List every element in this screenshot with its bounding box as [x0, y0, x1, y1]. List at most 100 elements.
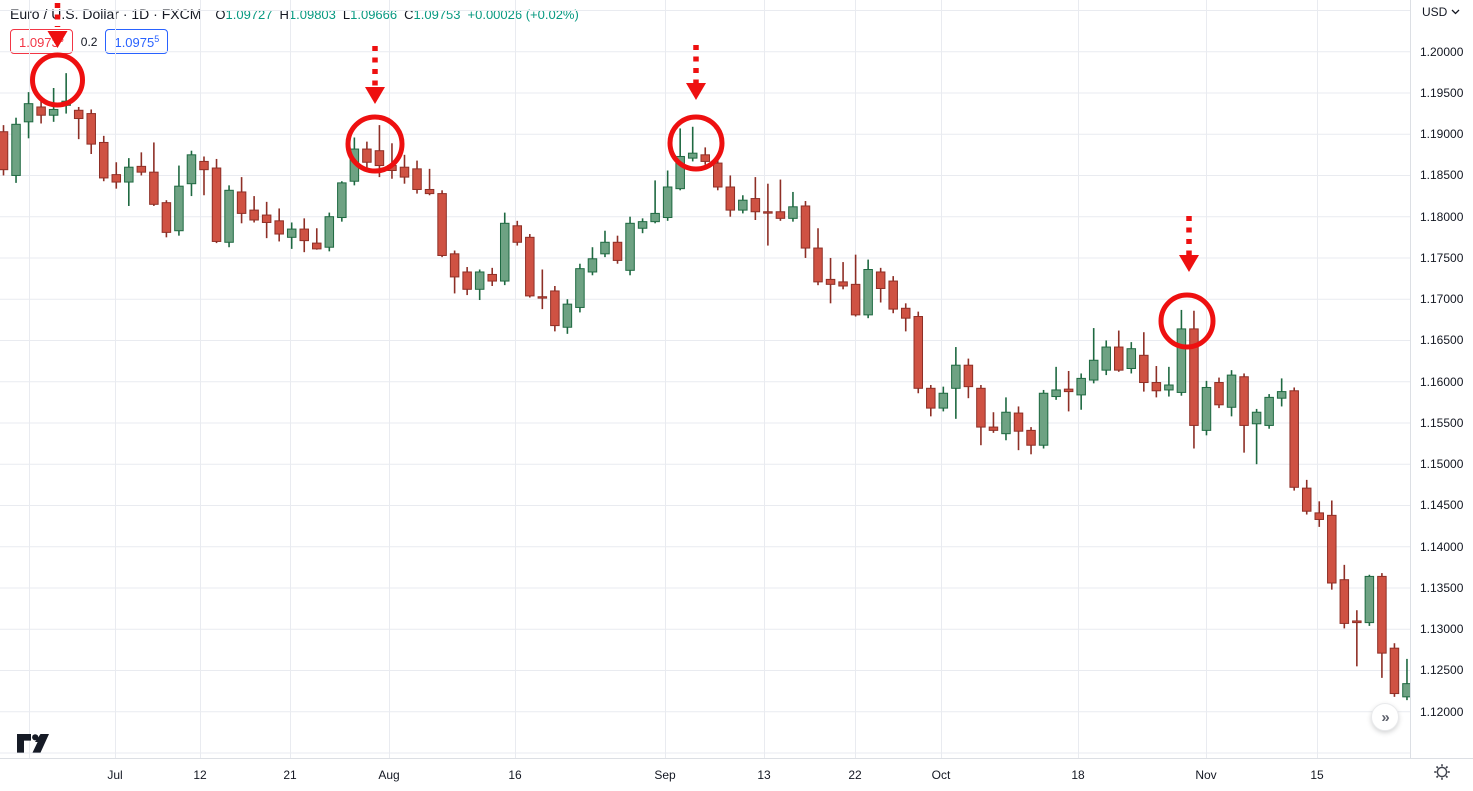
down-arrow-head: [1179, 255, 1199, 272]
candle-body: [687, 152, 698, 159]
time-axis[interactable]: Jul 12 21 Aug 16 Sep 13 22 Oct 18 Nov 15: [0, 758, 1473, 791]
price-tick-label: 1.16000: [1420, 374, 1464, 389]
candle: [36, 98, 46, 124]
candle-body: [926, 387, 936, 409]
open-label: O: [215, 7, 226, 22]
candle-body: [662, 186, 673, 219]
candle-body: [1314, 512, 1325, 520]
candle: [1114, 330, 1124, 372]
candle: [700, 147, 710, 165]
candle-body: [813, 247, 823, 283]
candle: [399, 154, 410, 184]
down-arrow[interactable]: [1179, 216, 1199, 272]
candle: [499, 212, 510, 286]
candle: [687, 126, 698, 162]
candle-body: [0, 131, 9, 171]
candle: [1301, 479, 1312, 515]
candle-body: [875, 271, 886, 289]
candle: [1402, 658, 1410, 701]
price-tick-label: 1.19000: [1420, 127, 1464, 142]
candle-body: [337, 182, 347, 219]
price-tick-label: 1.18500: [1420, 168, 1464, 183]
candle: [800, 201, 811, 258]
chart-canvas[interactable]: [0, 0, 1410, 758]
candle-body: [562, 303, 573, 328]
scroll-to-recent-button[interactable]: »: [1371, 703, 1399, 731]
candle: [1364, 574, 1375, 626]
time-tick-label: 18: [1071, 768, 1085, 782]
annotations-layer[interactable]: [30, 3, 1216, 350]
time-tick-label: Nov: [1195, 768, 1217, 782]
down-arrow[interactable]: [47, 3, 68, 48]
candle: [1226, 370, 1237, 417]
candle: [938, 386, 949, 412]
candle: [1176, 309, 1187, 396]
candle-body: [324, 216, 335, 248]
time-tick-label: 22: [848, 768, 862, 782]
time-tick-label: 16: [508, 768, 522, 782]
candle: [650, 180, 660, 224]
candle: [1214, 377, 1224, 409]
candle-body: [1276, 391, 1287, 399]
candles-layer: [0, 73, 1410, 701]
candle: [750, 177, 761, 220]
candle-body: [224, 189, 234, 243]
highlight-circle[interactable]: [30, 52, 85, 108]
candle: [211, 158, 222, 244]
candle: [1164, 366, 1174, 397]
candle: [913, 311, 924, 394]
candle: [186, 150, 197, 197]
candle-body: [713, 162, 723, 188]
candle: [312, 228, 322, 250]
candle: [11, 117, 21, 183]
highlight-circle[interactable]: [667, 114, 725, 172]
candle: [286, 222, 297, 249]
candle-body: [1114, 346, 1124, 371]
candle: [637, 218, 648, 234]
highlight-circle[interactable]: [345, 114, 405, 174]
candle: [1352, 610, 1362, 667]
candle-body: [1214, 382, 1224, 406]
ask-price-pip: 5: [154, 34, 160, 44]
candle-body: [1264, 396, 1274, 426]
price-tick-label: 1.17000: [1420, 292, 1464, 307]
candle-body: [1051, 389, 1061, 398]
candle: [550, 286, 560, 332]
candle: [124, 158, 134, 206]
candle-body: [424, 188, 435, 195]
axis-settings-button[interactable]: [1433, 763, 1451, 786]
down-arrow[interactable]: [686, 45, 706, 100]
candle: [863, 259, 873, 319]
candle: [136, 152, 147, 176]
candle-body: [449, 253, 460, 278]
candle-body: [1327, 514, 1337, 584]
down-arrow[interactable]: [365, 46, 385, 104]
candle: [900, 303, 911, 332]
candle: [487, 267, 497, 286]
candle: [111, 162, 122, 189]
highlight-circle[interactable]: [1158, 292, 1216, 350]
candle: [738, 195, 748, 214]
down-arrow-head: [365, 87, 385, 104]
gear-icon: [1434, 764, 1450, 780]
price-tick-label: 1.17500: [1420, 250, 1464, 265]
candle-body: [900, 307, 911, 319]
candle: [1327, 500, 1337, 590]
candle-body: [399, 166, 410, 178]
candle-body: [825, 278, 836, 285]
candle-body: [161, 202, 172, 233]
candle-body: [11, 123, 21, 176]
candle: [537, 269, 548, 310]
tradingview-logo[interactable]: [16, 733, 50, 759]
candle: [86, 109, 96, 154]
currency-selector[interactable]: USD: [1422, 5, 1460, 19]
candle: [324, 212, 335, 252]
candle: [1251, 408, 1262, 465]
candle: [23, 92, 34, 139]
down-arrow-head: [686, 83, 706, 100]
price-axis[interactable]: 1.20000 1.19500 1.19000 1.18500 1.18000 1.175…: [1410, 0, 1473, 758]
candle-body: [1352, 620, 1362, 624]
candle: [788, 191, 798, 222]
candle: [199, 156, 209, 196]
candle: [525, 234, 535, 298]
